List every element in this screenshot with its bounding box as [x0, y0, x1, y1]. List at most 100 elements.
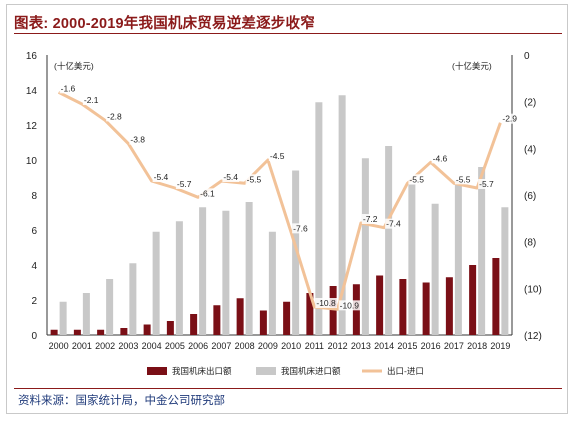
- net-data-label: -5.4: [223, 172, 238, 182]
- left-tick-label: 8: [31, 191, 37, 202]
- source-note: 资料来源：国家统计局，中金公司研究部: [18, 395, 225, 407]
- net-data-label-bg: [175, 179, 193, 189]
- bar-import-2009: [268, 231, 276, 335]
- right-tick-label: (12): [524, 331, 542, 342]
- bar-export-2007: [213, 305, 221, 335]
- bar-import-2010: [292, 170, 300, 335]
- net-data-label-bg: [268, 151, 286, 161]
- x-tick-label: 2002: [95, 341, 115, 351]
- bar-import-2019: [501, 207, 509, 335]
- bar-export-2010: [283, 301, 291, 335]
- bar-import-2000: [59, 301, 67, 335]
- net-data-label: -5.7: [479, 179, 494, 189]
- net-data-label: -4.6: [433, 153, 448, 163]
- bar-export-2008: [236, 298, 244, 335]
- x-tick-label: 2006: [188, 341, 208, 351]
- legend-label-2: 出口-进口: [387, 366, 424, 376]
- net-data-label: -5.7: [177, 179, 192, 189]
- bar-export-2001: [73, 329, 81, 335]
- x-tick-label: 2017: [444, 341, 464, 351]
- right-tick-label: (6): [524, 191, 536, 202]
- x-tick-label: 2009: [258, 341, 278, 351]
- net-data-label-bg: [338, 300, 361, 311]
- chart-title: 图表: 2000-2019年我国机床贸易逆差逐步收窄: [14, 16, 315, 32]
- left-tick-label: 14: [26, 86, 38, 97]
- bar-import-2017: [454, 181, 462, 335]
- x-tick-label: 2013: [351, 341, 371, 351]
- x-tick-label: 2012: [328, 341, 348, 351]
- x-tick-label: 2016: [421, 341, 441, 351]
- bar-export-2000: [50, 329, 58, 335]
- bar-import-2004: [152, 231, 160, 335]
- net-data-label: -7.6: [293, 223, 308, 233]
- net-data-label: -5.5: [456, 174, 471, 184]
- right-tick-label: 0: [524, 51, 530, 62]
- net-data-label: -5.5: [247, 174, 262, 184]
- left-tick-label: 12: [26, 121, 38, 132]
- bar-export-2006: [190, 314, 198, 335]
- bar-export-2004: [143, 324, 151, 335]
- x-tick-label: 2005: [165, 341, 185, 351]
- right-tick-label: (2): [524, 98, 536, 109]
- net-data-label-bg: [361, 214, 379, 224]
- bar-import-2012: [338, 95, 346, 335]
- x-tick-label: 2007: [211, 341, 231, 351]
- bar-import-2011: [315, 102, 323, 335]
- bar-import-2007: [222, 210, 230, 335]
- left-tick-label: 4: [31, 261, 37, 272]
- legend-label-0: 我国机床出口额: [172, 366, 232, 376]
- x-tick-label: 2000: [49, 341, 69, 351]
- net-data-label-bg: [315, 298, 338, 308]
- net-data-label: -1.6: [61, 83, 76, 93]
- right-axis-unit: (十亿美元): [452, 61, 492, 71]
- left-tick-label: 2: [31, 296, 37, 307]
- left-tick-label: 6: [31, 226, 37, 237]
- title-divider: [14, 33, 562, 34]
- bar-export-2014: [376, 275, 384, 335]
- bar-export-2011: [306, 293, 314, 335]
- net-data-label-bg: [454, 174, 472, 185]
- bar-export-2002: [97, 329, 105, 335]
- net-data-label-bg: [129, 134, 147, 145]
- x-tick-label: 2011: [305, 341, 324, 351]
- net-data-label: -5.5: [409, 174, 424, 184]
- left-axis-unit: (十亿美元): [54, 61, 94, 71]
- bar-export-2003: [120, 328, 128, 335]
- bar-export-2019: [492, 258, 500, 335]
- source-divider: [14, 388, 562, 389]
- bar-import-2003: [129, 263, 137, 335]
- net-data-label: -2.8: [107, 111, 122, 121]
- x-tick-label: 2010: [281, 341, 301, 351]
- right-tick-label: (10): [524, 284, 542, 295]
- bar-import-2001: [82, 293, 90, 335]
- bar-export-2017: [445, 277, 453, 335]
- bar-export-2005: [166, 321, 174, 335]
- x-tick-label: 2015: [397, 341, 417, 351]
- bar-import-2008: [245, 202, 253, 335]
- bar-export-2012: [329, 286, 337, 335]
- net-data-label-bg: [408, 174, 426, 185]
- net-data-label: -10.8: [316, 298, 336, 308]
- bar-export-2018: [469, 265, 477, 335]
- bar-export-2015: [399, 279, 407, 335]
- net-data-label-bg: [431, 153, 449, 164]
- net-data-label-bg: [59, 83, 77, 94]
- net-data-label-bg: [152, 172, 170, 182]
- x-tick-label: 2001: [72, 341, 92, 351]
- x-tick-label: 2014: [374, 341, 394, 351]
- net-data-label-bg: [501, 113, 519, 124]
- legend-label-1: 我国机床进口额: [281, 366, 341, 376]
- bar-import-2016: [431, 203, 439, 335]
- bar-import-2005: [175, 221, 183, 335]
- net-data-label: -2.1: [84, 95, 99, 105]
- x-tick-label: 2018: [467, 341, 487, 351]
- net-data-label: -6.1: [200, 188, 215, 198]
- net-data-label: -4.5: [270, 151, 285, 161]
- legend-swatch-0: [147, 367, 167, 375]
- right-tick-label: (8): [524, 238, 536, 249]
- chart-frame: [6, 4, 568, 414]
- net-data-label: -7.4: [386, 219, 401, 229]
- net-data-label-bg: [106, 111, 124, 122]
- x-tick-label: 2008: [235, 341, 255, 351]
